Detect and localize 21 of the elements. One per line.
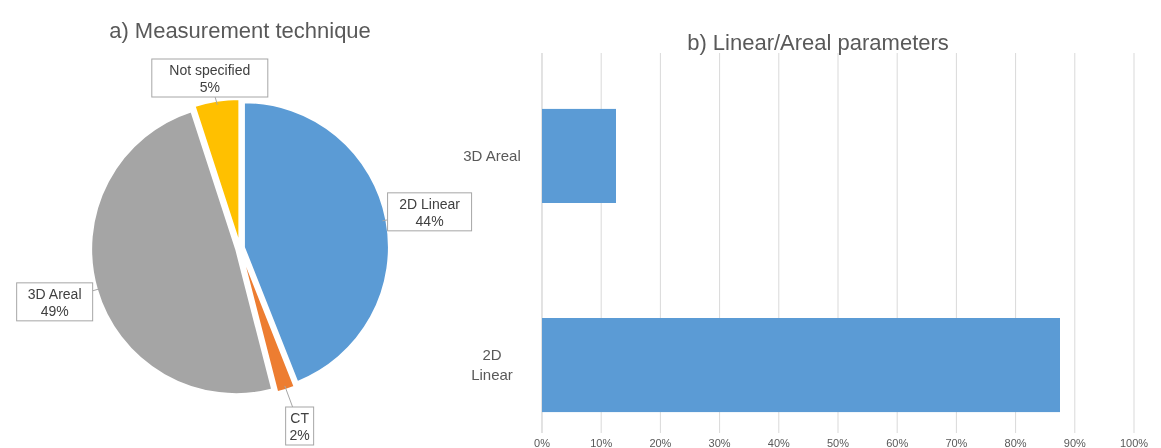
x-tick-label: 50% [826,437,850,448]
x-tick-label: 10% [590,437,613,448]
slice-label: CT [290,410,310,426]
data-label: 5% [199,79,220,95]
chart-title: a) Measurement technique [109,18,371,43]
data-label: 44% [415,212,444,229]
chart-title: b) Linear/Areal parameters [687,30,949,55]
x-tick-label: 30% [708,437,731,448]
x-tick-label: 90% [1063,437,1087,448]
slice-label: Not specified [169,62,251,78]
data-label: 2% [289,427,310,443]
x-tick-label: 40% [767,437,791,448]
x-tick-label: 100% [1119,437,1149,448]
x-tick-label: 0% [534,437,551,448]
slice-label: 3D Areal [27,285,82,302]
x-tick-label: 60% [886,437,909,448]
slice-label: 2D Linear [399,195,461,212]
x-tick-label: 80% [1004,437,1027,448]
x-tick-label: 20% [649,437,672,448]
data-label: 49% [40,302,69,319]
x-tick-label: 70% [945,437,968,448]
